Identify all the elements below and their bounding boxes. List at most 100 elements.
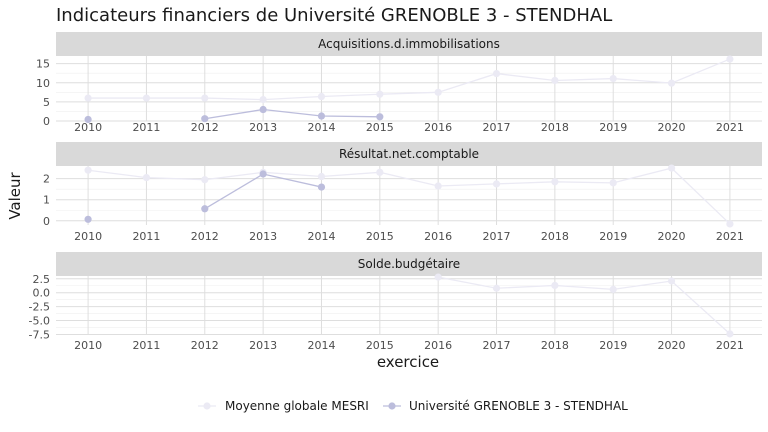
data-point-univ xyxy=(259,170,267,178)
facet-strip-label: Acquisitions.d.immobilisations xyxy=(318,37,500,51)
x-tick-label: 2014 xyxy=(307,339,335,352)
x-tick-label: 2013 xyxy=(249,230,277,243)
x-tick-label: 2020 xyxy=(658,121,686,134)
x-tick-label: 2017 xyxy=(483,121,511,134)
data-point-mesri xyxy=(492,69,501,78)
x-tick-label: 2016 xyxy=(424,121,452,134)
x-tick-label: 2021 xyxy=(716,121,744,134)
data-point-mesri xyxy=(201,176,209,184)
x-tick-label: 2012 xyxy=(191,339,219,352)
x-tick-label: 2019 xyxy=(599,230,627,243)
x-tick-label: 2011 xyxy=(132,230,160,243)
series-line-mesri xyxy=(88,58,731,101)
data-point-mesri xyxy=(667,277,676,285)
data-point-mesri xyxy=(726,330,734,338)
data-point-mesri xyxy=(667,79,676,87)
x-tick-label: 2012 xyxy=(191,121,219,134)
data-point-mesri xyxy=(609,285,617,293)
series-line-mesri xyxy=(438,276,731,335)
data-point-mesri xyxy=(726,220,734,228)
data-point-mesri xyxy=(609,74,617,83)
legend-item-univ: Université GRENOBLE 3 - STENDHAL xyxy=(383,399,628,413)
x-tick-label: 2015 xyxy=(366,339,394,352)
y-tick-label: 0 xyxy=(43,215,50,228)
data-point-univ xyxy=(259,105,267,114)
series-line-univ xyxy=(204,108,380,120)
data-point-univ xyxy=(317,183,326,191)
data-point-mesri xyxy=(492,284,501,292)
data-point-univ xyxy=(84,115,92,124)
x-tick-label: 2010 xyxy=(74,339,102,352)
data-point-mesri xyxy=(84,166,92,174)
data-point-mesri xyxy=(376,90,384,98)
data-point-mesri xyxy=(142,173,151,182)
series-line-mesri xyxy=(88,167,731,225)
data-point-univ xyxy=(84,215,92,223)
y-tick-label: 10 xyxy=(36,77,50,90)
x-tick-label: 2015 xyxy=(366,121,394,134)
facet-panel-3: Solde.budgétaire -7.5-5.0-2.50.02.5 2010 20… xyxy=(29,252,762,352)
x-tick-label: 2018 xyxy=(541,339,569,352)
x-tick-label: 2019 xyxy=(599,121,627,134)
data-point-mesri xyxy=(201,94,209,102)
legend-key-point xyxy=(203,402,211,410)
data-point-mesri xyxy=(317,92,326,101)
facet-strip-label: Solde.budgétaire xyxy=(358,257,460,271)
series-mesri xyxy=(84,164,734,228)
y-axis-title: Valeur xyxy=(6,171,24,219)
facet-panel-1: Acquisitions.d.immobilisations 0 5 10 15 2010… xyxy=(36,32,762,134)
x-axis-title: exercice xyxy=(377,353,439,371)
x-tick-label: 2018 xyxy=(541,121,569,134)
legend: Moyenne globale MESRI Université GRENOBLE… xyxy=(198,399,628,413)
legend-label: Université GRENOBLE 3 - STENDHAL xyxy=(409,399,628,413)
x-tick-label: 2010 xyxy=(74,121,102,134)
facet-panels: Acquisitions.d.immobilisations 0 5 10 15 2010… xyxy=(29,32,762,352)
x-tick-label: 2014 xyxy=(307,230,335,243)
x-tick-label: 2019 xyxy=(599,339,627,352)
data-point-mesri xyxy=(667,164,676,172)
data-point-univ xyxy=(376,113,384,121)
x-tick-label: 2014 xyxy=(307,121,335,134)
facet-strip xyxy=(56,252,762,276)
y-tick-label: 15 xyxy=(36,58,50,71)
data-point-mesri xyxy=(142,94,151,102)
legend-label: Moyenne globale MESRI xyxy=(225,399,369,413)
x-tick-label: 2017 xyxy=(483,339,511,352)
x-tick-label: 2011 xyxy=(132,121,160,134)
y-tick-label: 0.0 xyxy=(33,287,51,300)
legend-item-mesri: Moyenne globale MESRI xyxy=(198,399,369,413)
x-tick-label: 2020 xyxy=(658,230,686,243)
data-point-univ xyxy=(201,205,209,213)
data-point-mesri xyxy=(551,281,559,290)
chart-title: Indicateurs financiers de Université GRE… xyxy=(56,5,612,26)
data-point-mesri xyxy=(317,172,326,181)
x-tick-label: 2015 xyxy=(366,230,394,243)
facet-strip xyxy=(56,142,762,166)
x-tick-label: 2021 xyxy=(716,230,744,243)
series-univ xyxy=(84,105,384,124)
x-tick-label: 2016 xyxy=(424,230,452,243)
y-tick-label: 0 xyxy=(43,115,50,128)
data-point-mesri xyxy=(84,94,92,102)
series-mesri xyxy=(434,273,734,338)
x-tick-label: 2011 xyxy=(132,339,160,352)
x-tick-label: 2010 xyxy=(74,230,102,243)
data-point-mesri xyxy=(434,88,442,96)
legend-key-point xyxy=(388,402,396,410)
data-point-mesri xyxy=(551,76,559,85)
y-tick-label: -7.5 xyxy=(29,328,50,341)
data-point-univ xyxy=(317,112,326,120)
data-point-univ xyxy=(201,115,209,123)
x-tick-label: 2018 xyxy=(541,230,569,243)
x-tick-label: 2020 xyxy=(658,339,686,352)
data-point-mesri xyxy=(609,179,617,187)
facet-strip xyxy=(56,32,762,56)
y-tick-label: 2 xyxy=(43,173,50,186)
y-tick-label: 2.5 xyxy=(33,273,51,286)
y-tick-label: 5 xyxy=(43,96,50,109)
y-tick-label: -5.0 xyxy=(29,315,50,328)
x-tick-label: 2017 xyxy=(483,230,511,243)
facet-strip-label: Résultat.net.comptable xyxy=(339,147,479,161)
x-tick-label: 2012 xyxy=(191,230,219,243)
